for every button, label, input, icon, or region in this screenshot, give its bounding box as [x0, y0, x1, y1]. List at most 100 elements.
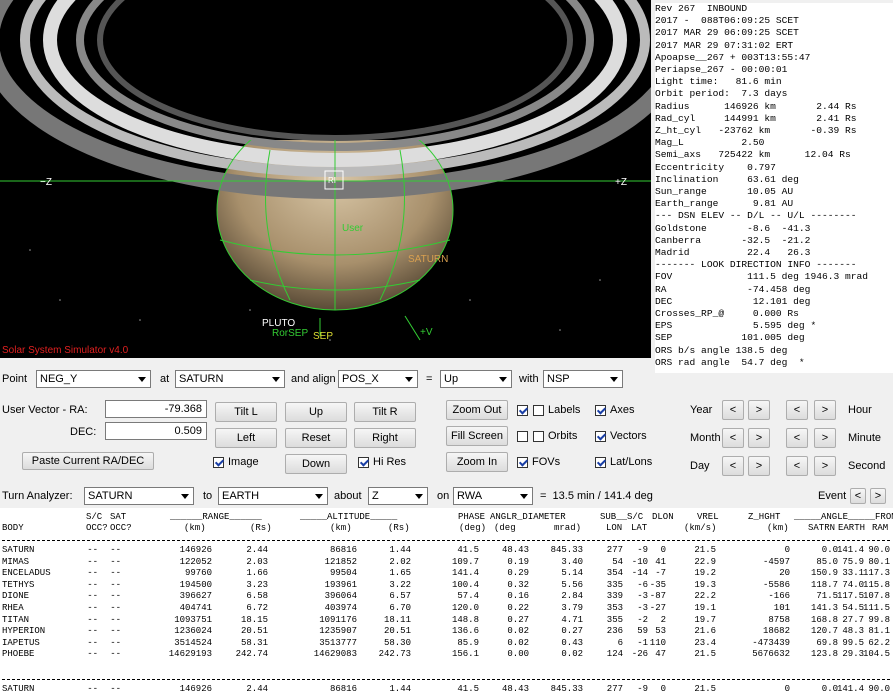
button[interactable]: < — [786, 456, 808, 476]
button[interactable]: > — [748, 400, 770, 420]
label: Labels — [548, 404, 580, 416]
button[interactable]: Tilt L — [215, 402, 277, 422]
cell: 277 — [607, 684, 623, 694]
column-header: _____ANGLE_____FROM____ — [794, 512, 893, 522]
cell: -- — [87, 545, 98, 555]
checkbox[interactable] — [517, 405, 528, 416]
checkbox[interactable] — [595, 431, 606, 442]
cell: 41.5 — [457, 684, 479, 694]
cell: 99.8 — [868, 615, 890, 625]
cell: 396627 — [180, 591, 212, 601]
info-line: Sun_range 10.05 AU — [655, 186, 893, 198]
checkbox[interactable] — [213, 457, 224, 468]
column-header: (km) — [330, 523, 352, 533]
button[interactable]: < — [722, 456, 744, 476]
button[interactable]: < — [786, 400, 808, 420]
cell: -- — [87, 568, 98, 578]
info-line: Crosses_RP_@ 0.000 Rs — [655, 308, 893, 320]
button[interactable]: < — [850, 488, 866, 504]
cell: 81.1 — [868, 626, 890, 636]
info-line: 2017 MAR 29 06:09:25 SCET — [655, 27, 893, 39]
button[interactable]: Down — [285, 454, 347, 474]
cell: 242.74 — [236, 649, 268, 659]
cell: 3513777 — [319, 638, 357, 648]
cell: -- — [87, 615, 98, 625]
cell: 75.9 — [842, 557, 864, 567]
button[interactable]: Left — [215, 428, 277, 448]
checkbox[interactable] — [595, 405, 606, 416]
button[interactable]: Tilt R — [354, 402, 416, 422]
cell: 90.0 — [868, 684, 890, 694]
button[interactable]: Reset — [285, 428, 347, 448]
label: Axes — [610, 404, 634, 416]
button[interactable]: Paste Current RA/DEC — [22, 452, 154, 470]
separator — [2, 679, 890, 680]
column-header: S/C — [86, 512, 102, 522]
dropdown[interactable]: EARTH — [218, 487, 328, 505]
checkbox[interactable] — [533, 405, 544, 416]
button[interactable]: Zoom Out — [446, 400, 508, 420]
dropdown[interactable]: NSP — [543, 370, 623, 388]
app: { "viewport": { "minus_z": "\u2212Z", "p… — [0, 0, 893, 696]
checkbox[interactable] — [517, 431, 528, 442]
label: User Vector - RA: — [2, 404, 88, 416]
checkbox[interactable] — [533, 431, 544, 442]
cell: 1235907 — [319, 626, 357, 636]
label: and align — [291, 373, 336, 385]
button[interactable]: Up — [285, 402, 347, 422]
button[interactable]: Fill Screen — [446, 426, 508, 446]
cell: 22.2 — [694, 591, 716, 601]
text-input[interactable]: -79.368 — [105, 400, 207, 418]
label: Point — [2, 373, 27, 385]
button[interactable]: > — [748, 428, 770, 448]
button[interactable]: > — [814, 400, 836, 420]
cell: 141.4 — [837, 684, 864, 694]
cell: -- — [87, 557, 98, 567]
checkbox[interactable] — [358, 457, 369, 468]
info-line: 2017 MAR 29 07:31:02 ERT — [655, 40, 893, 52]
info-line: Mag_L 2.50 — [655, 137, 893, 149]
cell: 0.27 — [561, 626, 583, 636]
label: Orbits — [548, 430, 577, 442]
cell: 5.56 — [561, 580, 583, 590]
cell: -- — [110, 591, 121, 601]
button[interactable]: > — [870, 488, 886, 504]
checkbox[interactable] — [595, 457, 606, 468]
dropdown[interactable]: Up — [440, 370, 512, 388]
cell: 0.32 — [507, 580, 529, 590]
cell: 29.3 — [842, 649, 864, 659]
cell: 148.8 — [452, 615, 479, 625]
cell: 99504 — [330, 568, 357, 578]
cell: 0 — [661, 545, 666, 555]
cell: 141.3 — [811, 603, 838, 613]
dropdown[interactable]: Z — [368, 487, 428, 505]
cell: 58.31 — [241, 638, 268, 648]
cell: 74.0 — [842, 580, 864, 590]
text-input[interactable]: 0.509 — [105, 422, 207, 440]
button[interactable]: < — [786, 428, 808, 448]
button[interactable]: Zoom In — [446, 452, 508, 472]
cell: 141.4 — [452, 568, 479, 578]
dropdown[interactable]: NEG_Y — [36, 370, 151, 388]
dropdown[interactable]: SATURN — [175, 370, 285, 388]
checkbox[interactable] — [517, 457, 528, 468]
vector-label: SEP — [313, 331, 333, 342]
dropdown[interactable]: RWA — [453, 487, 533, 505]
cell: 41 — [655, 557, 666, 567]
button[interactable]: > — [814, 456, 836, 476]
cell: 14629083 — [314, 649, 357, 659]
dropdown[interactable]: POS_X — [338, 370, 418, 388]
button[interactable]: < — [722, 428, 744, 448]
column-header: DLON — [652, 512, 674, 522]
cell: 121852 — [325, 557, 357, 567]
button[interactable]: > — [814, 428, 836, 448]
label: Event — [818, 490, 846, 502]
button[interactable]: < — [722, 400, 744, 420]
button[interactable]: > — [748, 456, 770, 476]
dropdown[interactable]: SATURN — [84, 487, 194, 505]
cell: -- — [87, 649, 98, 659]
cell: TETHYS — [2, 580, 34, 590]
column-header: _____ALTITUDE_____ — [300, 512, 397, 522]
button[interactable]: Right — [354, 428, 416, 448]
cell: 6 — [618, 638, 623, 648]
